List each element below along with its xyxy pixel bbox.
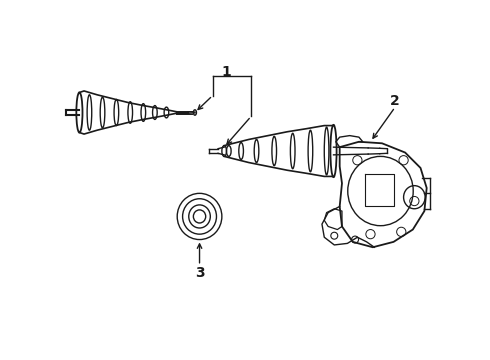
Text: 2: 2 — [390, 94, 400, 108]
Text: 1: 1 — [221, 65, 231, 79]
Text: 3: 3 — [195, 266, 204, 280]
